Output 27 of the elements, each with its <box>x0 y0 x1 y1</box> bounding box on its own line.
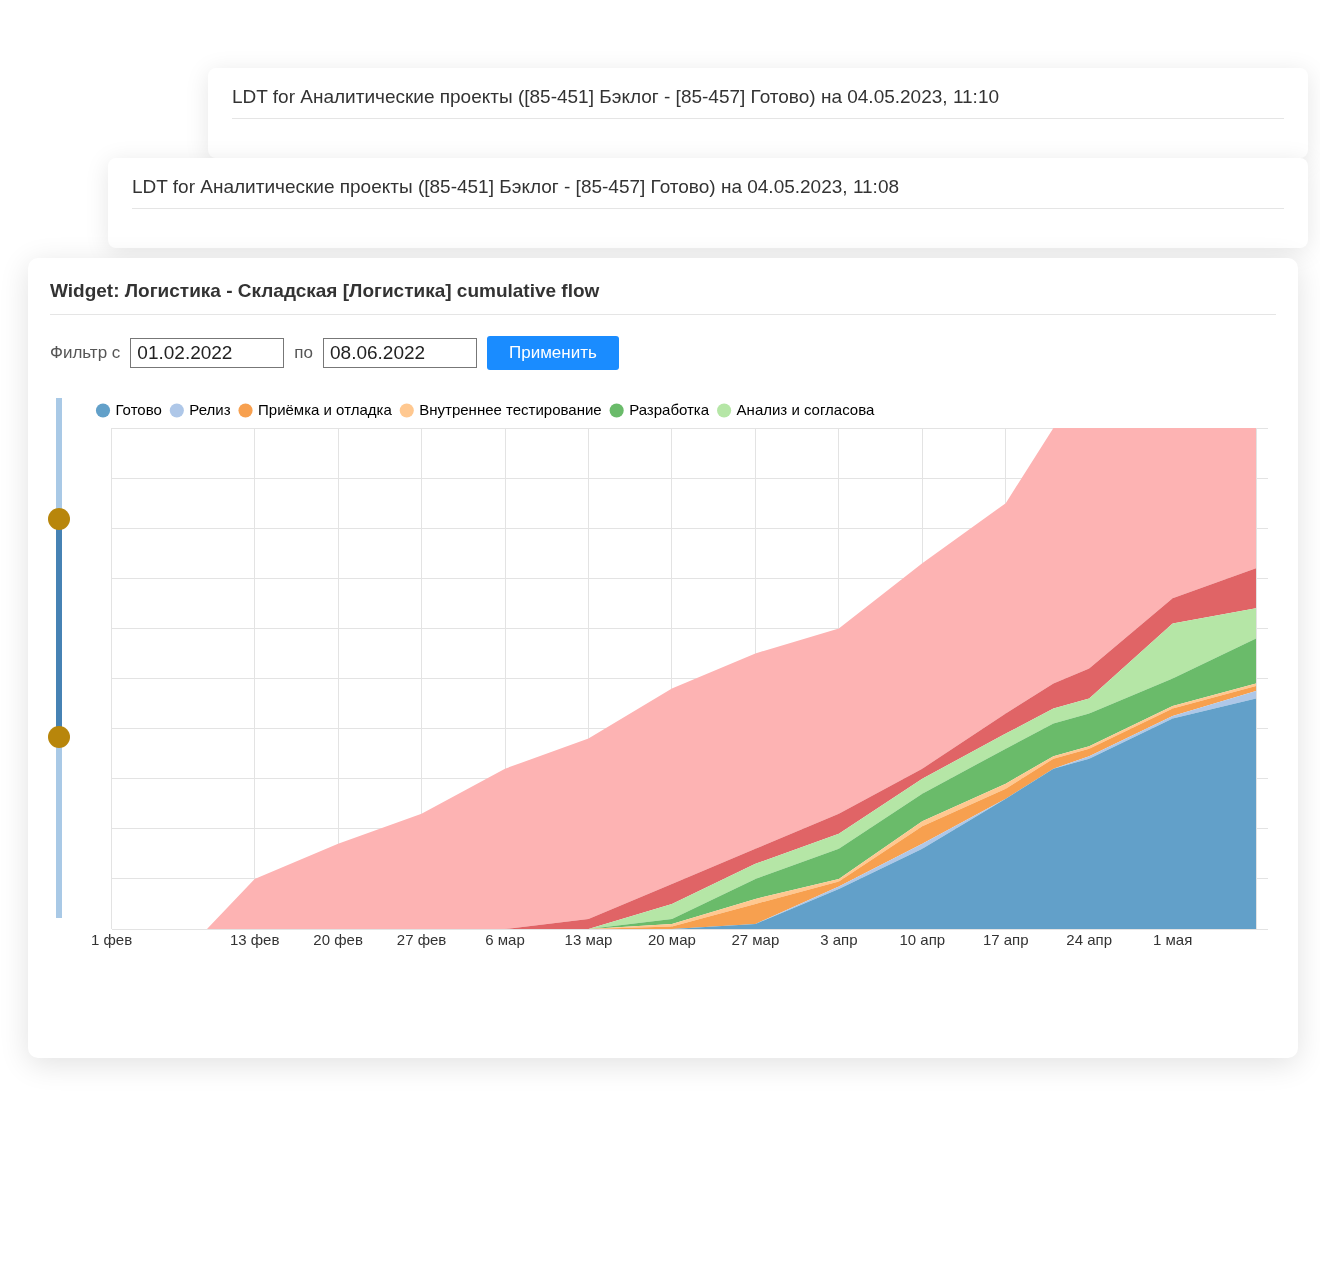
x-tick-label: 24 апр <box>1066 931 1113 949</box>
x-tick-label: 20 фев <box>313 931 363 949</box>
x-tick-label: 6 мар <box>485 931 525 949</box>
text: Фильтр с <box>50 343 121 363</box>
x-tick-label: 20 мар <box>647 931 696 949</box>
text: LDT for Аналитические проекты ([85-451] Бэклог - [85-457] Готово) на 04.05.2023, 11:08 <box>132 176 1284 209</box>
x-tick-label: 3 апр <box>820 931 858 949</box>
legend-label: Внутреннее тестирование <box>419 400 602 418</box>
text: 01.02.2022 <box>130 338 285 368</box>
legend-label: Разработка <box>629 400 710 418</box>
x-tick-label: 1 мая <box>1152 931 1193 949</box>
x-tick-label: 1 фев <box>91 931 133 949</box>
x-tick-label: 13 мар <box>564 931 613 949</box>
x-tick-label: 17 апр <box>982 931 1029 949</box>
chart-title: Widget: Логистика - Складская [Логистика] cumulative flow <box>50 280 1276 315</box>
x-tick-label: 13 фев <box>229 931 280 949</box>
x-tick-label: 27 мар <box>731 931 780 949</box>
text: LDT for Аналитические проекты ([85-451] Бэклог - [85-457] Готово) на 04.05.2023, 11:10 <box>232 86 1284 119</box>
legend-label: Анализ и согласова <box>736 400 876 418</box>
x-tick-label: 10 апр <box>899 931 946 949</box>
legend-label: Релиз <box>189 400 231 418</box>
x-tick-label: 27 фев <box>396 931 447 949</box>
legend-label: Готово <box>115 400 162 418</box>
text: 08.06.2022 <box>323 338 478 368</box>
text: Применить <box>487 336 619 370</box>
legend-label: Приёмка и отладка <box>258 400 393 418</box>
text: по <box>294 343 314 363</box>
